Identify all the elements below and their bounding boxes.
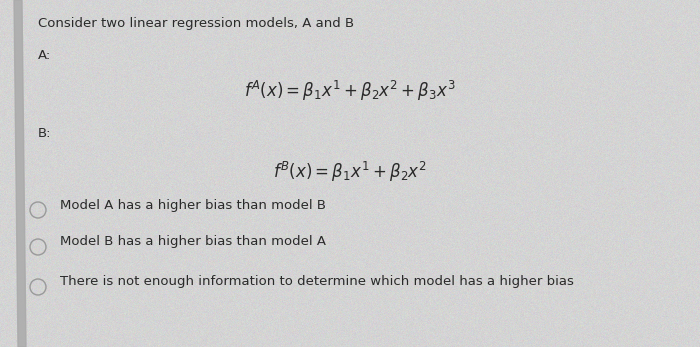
- Text: There is not enough information to determine which model has a higher bias: There is not enough information to deter…: [60, 276, 574, 288]
- Text: B:: B:: [38, 127, 52, 140]
- Polygon shape: [14, 0, 26, 347]
- Text: A:: A:: [38, 49, 51, 62]
- Text: Consider two linear regression models, A and B: Consider two linear regression models, A…: [38, 17, 354, 30]
- Text: $f^{B}(x) = \beta_1 x^1 + \beta_2 x^2$: $f^{B}(x) = \beta_1 x^1 + \beta_2 x^2$: [273, 160, 427, 184]
- Text: Model B has a higher bias than model A: Model B has a higher bias than model A: [60, 236, 326, 248]
- Text: $f^{A}(x) = \beta_1 x^1 + \beta_2 x^2 + \beta_3 x^3$: $f^{A}(x) = \beta_1 x^1 + \beta_2 x^2 + …: [244, 79, 456, 103]
- Text: Model A has a higher bias than model B: Model A has a higher bias than model B: [60, 198, 326, 212]
